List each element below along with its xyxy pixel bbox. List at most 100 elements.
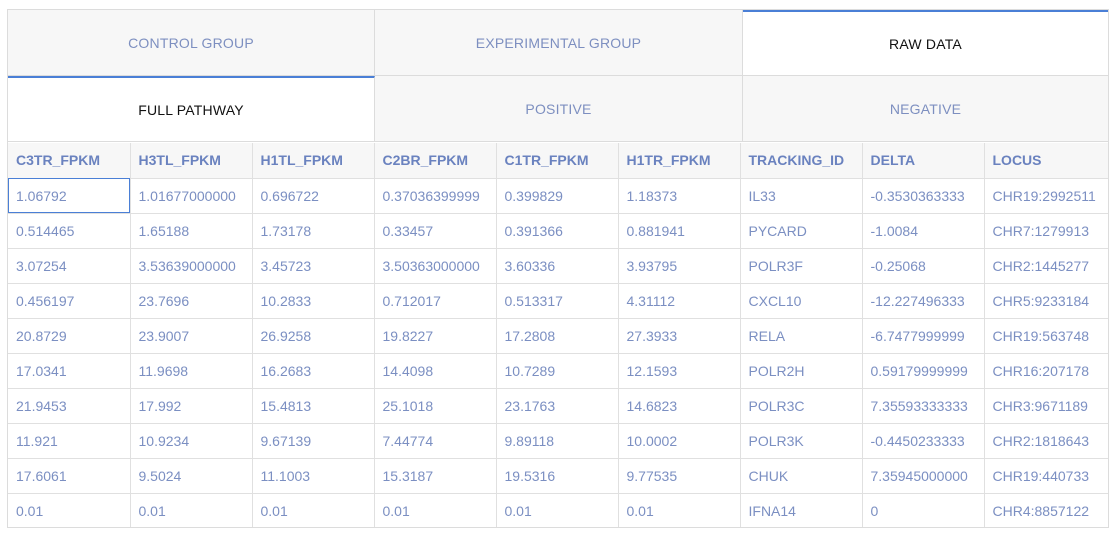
table-cell[interactable]: 1.01677000000	[130, 178, 253, 214]
column-header-c3tr-fpkm[interactable]: C3TR_FPKM	[8, 143, 131, 179]
table-cell[interactable]: 15.3187	[374, 458, 497, 494]
table-cell[interactable]: -0.4450233333	[862, 423, 985, 459]
table-row[interactable]: 1.06792 1.01677000000 0.696722 0.3703639999…	[8, 178, 1108, 214]
table-cell[interactable]: 23.1763	[496, 388, 619, 424]
table-cell[interactable]: CHR7:1279913	[984, 213, 1108, 249]
table-cell[interactable]: CHR5:9233184	[984, 283, 1108, 319]
table-cell[interactable]: 9.67139	[252, 423, 375, 459]
column-header-c1tr-fpkm[interactable]: C1TR_FPKM	[496, 143, 619, 179]
table-cell[interactable]: CHR16:207178	[984, 353, 1108, 389]
table-row[interactable]: 21.9453 17.992 15.4813 25.1018 23.1763 14.682…	[8, 388, 1108, 424]
column-header-delta[interactable]: DELTA	[862, 143, 985, 179]
table-cell[interactable]: 3.53639000000	[130, 248, 253, 284]
table-cell[interactable]: 11.9698	[130, 353, 253, 389]
table-cell[interactable]: 3.07254	[8, 248, 131, 284]
table-cell[interactable]: CHR3:9671189	[984, 388, 1108, 424]
table-cell[interactable]: 0	[862, 493, 985, 527]
table-cell[interactable]: CXCL10	[740, 283, 863, 319]
table-cell[interactable]: 11.921	[8, 423, 131, 459]
table-cell[interactable]: 12.1593	[618, 353, 741, 389]
table-cell[interactable]: RELA	[740, 318, 863, 354]
table-cell[interactable]: 0.881941	[618, 213, 741, 249]
table-cell[interactable]: POLR3K	[740, 423, 863, 459]
table-cell[interactable]: 19.5316	[496, 458, 619, 494]
table-cell[interactable]: 14.6823	[618, 388, 741, 424]
table-cell[interactable]: 10.2833	[252, 283, 375, 319]
table-cell[interactable]: 20.8729	[8, 318, 131, 354]
table-cell[interactable]: 9.77535	[618, 458, 741, 494]
table-cell[interactable]: -12.227496333	[862, 283, 985, 319]
table-cell[interactable]: CHR19:563748	[984, 318, 1108, 354]
table-cell[interactable]: 15.4813	[252, 388, 375, 424]
table-cell[interactable]: CHUK	[740, 458, 863, 494]
table-cell[interactable]: 17.992	[130, 388, 253, 424]
table-cell[interactable]: 19.8227	[374, 318, 497, 354]
table-cell[interactable]: 17.6061	[8, 458, 131, 494]
table-cell[interactable]: 23.9007	[130, 318, 253, 354]
table-cell[interactable]: 23.7696	[130, 283, 253, 319]
table-cell[interactable]: CHR2:1818643	[984, 423, 1108, 459]
table-cell[interactable]: 17.2808	[496, 318, 619, 354]
table-cell[interactable]: 0.01	[130, 493, 253, 527]
table-cell[interactable]: CHR19:2992511	[984, 178, 1108, 214]
table-cell[interactable]: IL33	[740, 178, 863, 214]
table-cell[interactable]: 3.60336	[496, 248, 619, 284]
column-header-tracking-id[interactable]: TRACKING_ID	[740, 143, 863, 179]
table-row[interactable]: 3.07254 3.53639000000 3.45723 3.50363000000…	[8, 248, 1108, 284]
table-cell[interactable]: 0.01	[374, 493, 497, 527]
table-cell[interactable]: POLR3F	[740, 248, 863, 284]
tab-positive[interactable]: POSITIVE	[375, 76, 743, 141]
table-row[interactable]: 17.6061 9.5024 11.1003 15.3187 19.5316 9.7753…	[8, 458, 1108, 494]
table-cell[interactable]: 17.0341	[8, 353, 131, 389]
column-header-h1tl-fpkm[interactable]: H1TL_FPKM	[252, 143, 375, 179]
table-row[interactable]: 0.456197 23.7696 10.2833 0.712017 0.513317 4.…	[8, 283, 1108, 319]
table-cell[interactable]: 0.01	[252, 493, 375, 527]
tab-full-pathway[interactable]: FULL PATHWAY	[8, 76, 375, 141]
table-cell[interactable]: 4.31112	[618, 283, 741, 319]
table-cell[interactable]: IFNA14	[740, 493, 863, 527]
table-cell[interactable]: 16.2683	[252, 353, 375, 389]
table-cell[interactable]: POLR3C	[740, 388, 863, 424]
column-header-h3tl-fpkm[interactable]: H3TL_FPKM	[130, 143, 253, 179]
table-cell[interactable]: 0.696722	[252, 178, 375, 214]
table-cell[interactable]: POLR2H	[740, 353, 863, 389]
table-cell[interactable]: 1.06792	[8, 178, 131, 214]
table-cell[interactable]: 0.513317	[496, 283, 619, 319]
table-cell[interactable]: 1.73178	[252, 213, 375, 249]
table-cell[interactable]: 10.7289	[496, 353, 619, 389]
table-cell[interactable]: 0.37036399999	[374, 178, 497, 214]
table-cell[interactable]: 26.9258	[252, 318, 375, 354]
table-cell[interactable]: 3.93795	[618, 248, 741, 284]
table-cell[interactable]: 3.50363000000	[374, 248, 497, 284]
table-cell[interactable]: 0.712017	[374, 283, 497, 319]
table-cell[interactable]: 0.399829	[496, 178, 619, 214]
table-cell[interactable]: PYCARD	[740, 213, 863, 249]
table-row[interactable]: 17.0341 11.9698 16.2683 14.4098 10.7289 12.15…	[8, 353, 1108, 389]
tab-negative[interactable]: NEGATIVE	[743, 76, 1108, 141]
table-cell[interactable]: 0.01	[618, 493, 741, 527]
table-cell[interactable]: CHR2:1445277	[984, 248, 1108, 284]
table-cell[interactable]: CHR4:8857122	[984, 493, 1108, 527]
table-cell[interactable]: 25.1018	[374, 388, 497, 424]
table-cell[interactable]: 0.514465	[8, 213, 131, 249]
table-row[interactable]: 0.514465 1.65188 1.73178 0.33457 0.391366 0.8…	[8, 213, 1108, 249]
table-cell[interactable]: 1.18373	[618, 178, 741, 214]
table-cell[interactable]: 0.01	[496, 493, 619, 527]
tab-raw-data[interactable]: RAW DATA	[743, 10, 1108, 75]
table-cell[interactable]: 1.65188	[130, 213, 253, 249]
table-cell[interactable]: 9.89118	[496, 423, 619, 459]
table-cell[interactable]: -1.0084	[862, 213, 985, 249]
tab-experimental-group[interactable]: EXPERIMENTAL GROUP	[375, 10, 743, 75]
column-header-c2br-fpkm[interactable]: C2BR_FPKM	[374, 143, 497, 179]
table-cell[interactable]: -0.3530363333	[862, 178, 985, 214]
table-cell[interactable]: 7.35945000000	[862, 458, 985, 494]
table-cell[interactable]: 0.391366	[496, 213, 619, 249]
table-cell[interactable]: 11.1003	[252, 458, 375, 494]
table-cell[interactable]: 3.45723	[252, 248, 375, 284]
table-row[interactable]: 0.01 0.01 0.01 0.01 0.01 0.01 IFNA14 0 CHR4:8857…	[8, 493, 1108, 527]
table-cell[interactable]: 7.44774	[374, 423, 497, 459]
column-header-h1tr-fpkm[interactable]: H1TR_FPKM	[618, 143, 741, 179]
table-cell[interactable]: 0.59179999999	[862, 353, 985, 389]
table-cell[interactable]: 0.01	[8, 493, 131, 527]
column-header-locus[interactable]: LOCUS	[984, 143, 1108, 179]
